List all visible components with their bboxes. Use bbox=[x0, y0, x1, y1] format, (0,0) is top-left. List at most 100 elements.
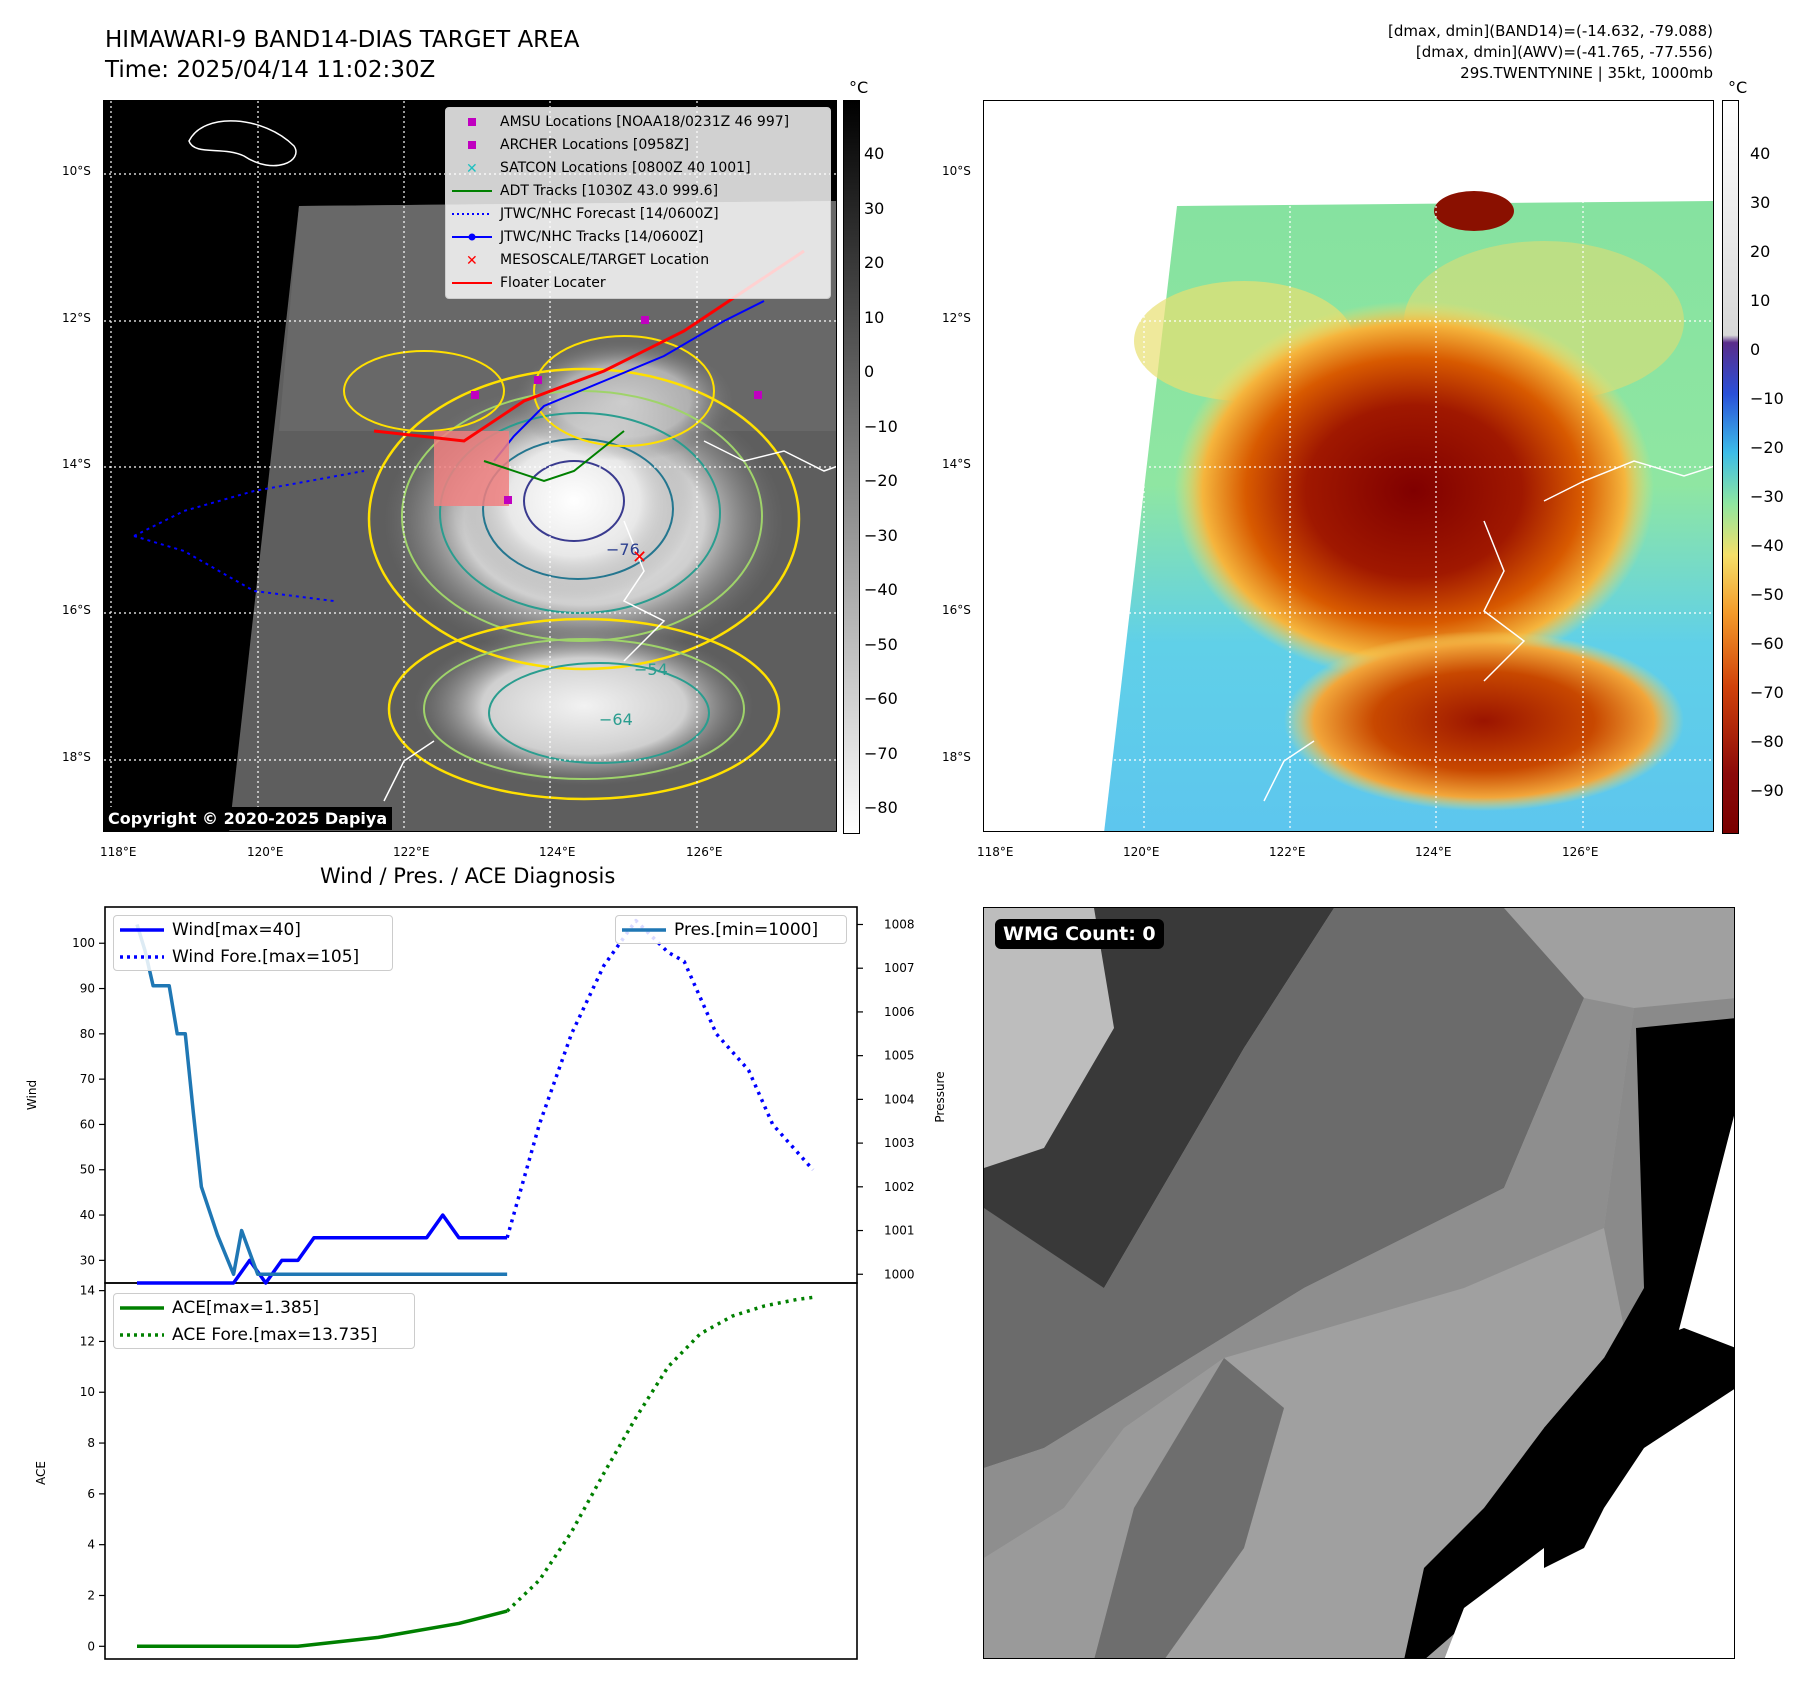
band14-range: [dmax, dmin](BAND14)=(-14.632, -79.088) bbox=[1388, 22, 1713, 40]
wind-legend-label: Wind[max=40] bbox=[172, 919, 301, 940]
chart-title: HIMAWARI-9 BAND14-DIAS TARGET AREA bbox=[105, 27, 580, 53]
left-colorbar-tick: 40 bbox=[864, 144, 885, 163]
left-colorbar-tick: −70 bbox=[864, 743, 898, 763]
left-map-lat-label: 12°S bbox=[62, 311, 91, 325]
map-legend-item: ✕ SATCON Locations [0800Z 40 1001] bbox=[446, 156, 830, 179]
map-legend: AMSU Locations [NOAA18/0231Z 46 997] ARCH… bbox=[445, 107, 831, 299]
wind-forecast-legend-label: Wind Fore.[max=105] bbox=[172, 946, 360, 967]
pressure-legend-label: Pres.[min=1000] bbox=[674, 919, 819, 940]
ace-tick-label: 0 bbox=[87, 1639, 95, 1653]
map-legend-label: SATCON Locations [0800Z 40 1001] bbox=[500, 159, 751, 176]
right-colorbar-tick: 0 bbox=[1750, 340, 1761, 359]
right-colorbar-tick: −50 bbox=[1750, 585, 1784, 604]
diagnosis-title: Wind / Pres. / ACE Diagnosis bbox=[320, 864, 616, 888]
wind-tick-label: 90 bbox=[80, 982, 95, 996]
wmg-count-badge: WMG Count: 0 bbox=[995, 919, 1164, 949]
map-legend-label: AMSU Locations [NOAA18/0231Z 46 997] bbox=[500, 113, 790, 130]
ace-legend: ACE[max=1.385] ACE Fore.[max=13.735] bbox=[113, 1293, 415, 1349]
right-colorbar-tick: −60 bbox=[1750, 634, 1784, 653]
ace-tick-label: 2 bbox=[87, 1588, 95, 1602]
target-location-marker: ✕ bbox=[632, 547, 647, 568]
pressure-legend-key bbox=[622, 927, 666, 932]
right-map-lat-label: 14°S bbox=[942, 457, 971, 471]
map-legend-item: ARCHER Locations [0958Z] bbox=[446, 133, 830, 156]
line-dot-icon bbox=[452, 233, 492, 240]
left-colorbar-tick: −60 bbox=[864, 689, 898, 708]
pressure-tick-label: 1004 bbox=[884, 1092, 915, 1106]
left-map-lon-label: 122°E bbox=[393, 845, 430, 859]
left-colorbar-unit: °C bbox=[849, 78, 869, 97]
ace-tick-label: 14 bbox=[80, 1284, 95, 1298]
wind-axis-label: Wind bbox=[25, 1080, 39, 1110]
pressure-axis-label: Pressure bbox=[933, 1071, 947, 1122]
right-map-lon-label: 120°E bbox=[1123, 845, 1160, 859]
awv-range: [dmax, dmin](AWV)=(-41.765, -77.556) bbox=[1415, 43, 1713, 61]
map-legend-label: Floater Locater bbox=[500, 274, 606, 291]
right-colorbar-tick: 30 bbox=[1750, 193, 1771, 212]
pressure-tick-label: 1002 bbox=[884, 1180, 915, 1194]
right-colorbar-unit: °C bbox=[1728, 78, 1748, 97]
wind-legend-key bbox=[120, 927, 164, 932]
chart-time: Time: 2025/04/14 11:02:30Z bbox=[105, 57, 436, 83]
right-map-lat-label: 18°S bbox=[942, 750, 971, 764]
series-line bbox=[505, 918, 815, 1239]
contour-label: −64 bbox=[599, 710, 633, 729]
right-map-lon-label: 122°E bbox=[1269, 845, 1306, 859]
map-legend-label: JTWC/NHC Forecast [14/0600Z] bbox=[500, 205, 719, 222]
ace-tick-label: 6 bbox=[87, 1487, 95, 1501]
map-legend-label: ARCHER Locations [0958Z] bbox=[500, 136, 690, 153]
pressure-tick-label: 1007 bbox=[884, 961, 915, 975]
solid-line-icon bbox=[452, 281, 492, 284]
right-colorbar-tick: −40 bbox=[1750, 536, 1784, 555]
left-map-lat-label: 14°S bbox=[62, 457, 91, 471]
svg-text:✕: ✕ bbox=[466, 253, 478, 269]
left-colorbar-tick: 0 bbox=[864, 362, 875, 381]
right-map-lat-label: 16°S bbox=[942, 603, 971, 617]
pressure-tick-label: 1006 bbox=[884, 1005, 915, 1019]
x-marker-icon: ✕ bbox=[466, 253, 478, 269]
right-colorbar bbox=[1722, 100, 1739, 834]
right-colorbar-tick: 10 bbox=[1750, 291, 1771, 310]
right-colorbar-tick: −80 bbox=[1750, 732, 1784, 751]
right-map-lon-label: 118°E bbox=[977, 845, 1014, 859]
left-colorbar-tick: −50 bbox=[864, 634, 898, 654]
left-map-lat-label: 18°S bbox=[62, 750, 91, 764]
right-map-lat-label: 10°S bbox=[942, 164, 971, 178]
ace-panel bbox=[104, 1282, 858, 1660]
wmg-panel bbox=[983, 907, 1735, 1659]
left-colorbar-tick: 20 bbox=[864, 253, 885, 272]
right-map-lon-label: 126°E bbox=[1562, 845, 1599, 859]
contour-label: −76 bbox=[606, 540, 640, 559]
storm-info: 29S.TWENTYNINE | 35kt, 1000mb bbox=[1460, 64, 1713, 82]
map-legend-label: MESOSCALE/TARGET Location bbox=[500, 251, 710, 268]
wind-tick-label: 50 bbox=[80, 1163, 95, 1177]
pressure-legend: Pres.[min=1000] bbox=[615, 915, 847, 944]
wind-tick-label: 60 bbox=[80, 1117, 95, 1131]
map-legend-label: ADT Tracks [1030Z 43.0 999.6] bbox=[500, 182, 719, 199]
ace-tick-label: 4 bbox=[87, 1538, 95, 1552]
map-legend-label: JTWC/NHC Tracks [14/0600Z] bbox=[500, 228, 704, 245]
left-map-lon-label: 126°E bbox=[686, 845, 723, 859]
right-colorbar-tick: −90 bbox=[1750, 781, 1784, 800]
ace-tick-label: 12 bbox=[80, 1334, 95, 1348]
dotted-line-icon bbox=[452, 212, 492, 215]
contour-label: −54 bbox=[634, 660, 668, 679]
solid-line-icon bbox=[452, 189, 492, 192]
series-line bbox=[505, 1295, 814, 1613]
wind-tick-label: 30 bbox=[80, 1253, 95, 1267]
left-colorbar-tick: −10 bbox=[864, 416, 898, 436]
pressure-tick-label: 1001 bbox=[884, 1224, 915, 1238]
left-colorbar-tick: −80 bbox=[864, 798, 898, 817]
left-colorbar-tick: 10 bbox=[864, 307, 885, 327]
copyright-label: Copyright © 2020-2025 Dapiya bbox=[103, 807, 393, 830]
left-colorbar-tick: −40 bbox=[864, 580, 898, 599]
wind-tick-label: 80 bbox=[80, 1027, 95, 1041]
left-map-lon-label: 124°E bbox=[539, 845, 576, 859]
ace-tick-label: 10 bbox=[80, 1385, 95, 1399]
right-colorbar-tick: −70 bbox=[1750, 683, 1784, 702]
ace-forecast-legend-label: ACE Fore.[max=13.735] bbox=[172, 1324, 378, 1345]
right-map-lon-label: 124°E bbox=[1415, 845, 1452, 859]
square-marker-icon bbox=[468, 117, 476, 126]
water-vapor-map bbox=[983, 100, 1714, 832]
